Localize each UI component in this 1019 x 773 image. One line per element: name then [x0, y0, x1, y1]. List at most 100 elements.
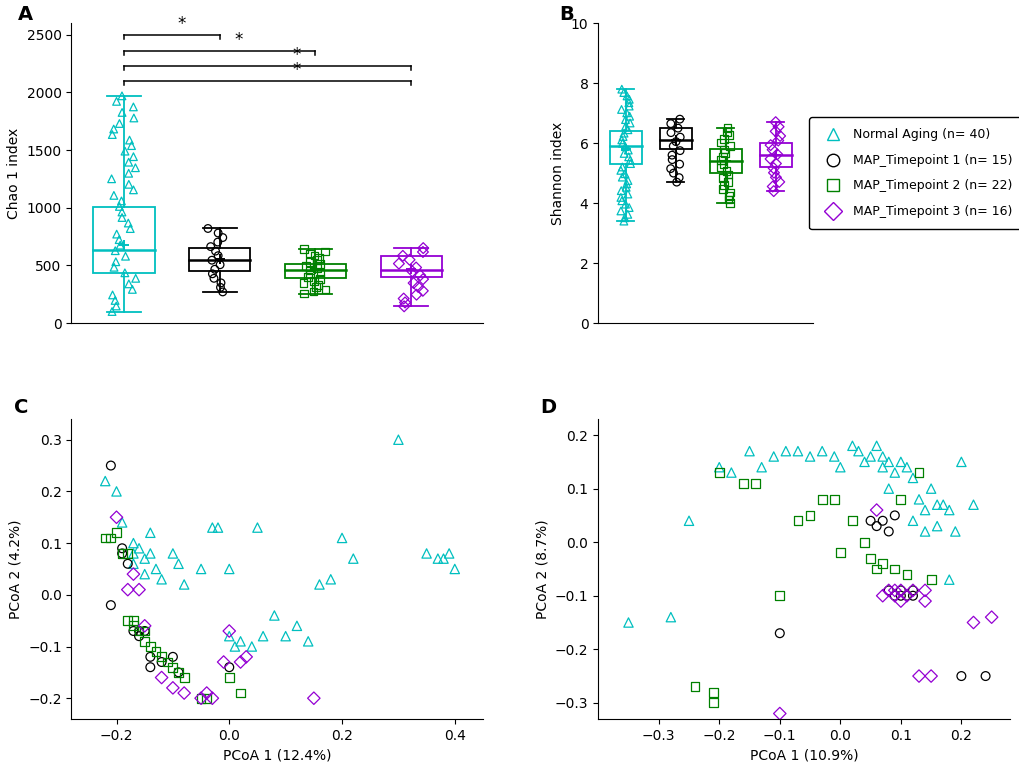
Point — [662, 117, 679, 130]
Point — [204, 522, 220, 534]
Point — [862, 451, 878, 463]
Point — [710, 461, 727, 473]
Point — [747, 477, 763, 489]
Point — [771, 707, 788, 720]
Point — [886, 590, 902, 602]
Point — [111, 200, 127, 213]
Text: C: C — [14, 398, 29, 417]
Point — [620, 144, 636, 156]
Point — [663, 154, 680, 166]
Point — [873, 451, 890, 463]
Point — [904, 584, 920, 597]
Bar — [759, 143, 791, 167]
Point — [714, 151, 731, 163]
Point — [910, 493, 926, 506]
Point — [620, 616, 636, 628]
Point — [159, 656, 175, 668]
Point — [717, 165, 734, 177]
Point — [111, 233, 127, 246]
Point — [867, 563, 883, 575]
Point — [622, 117, 638, 129]
Point — [771, 130, 788, 142]
Point — [619, 90, 635, 102]
Y-axis label: Chao 1 index: Chao 1 index — [7, 128, 21, 219]
Point — [317, 245, 333, 257]
Point — [415, 246, 431, 258]
Point — [832, 461, 848, 473]
Point — [193, 692, 209, 704]
Point — [108, 485, 124, 498]
Point — [765, 451, 782, 463]
Point — [904, 472, 920, 484]
Point — [121, 134, 138, 146]
Point — [613, 137, 630, 149]
Point — [288, 620, 305, 632]
Point — [765, 185, 782, 197]
Text: D: D — [540, 398, 556, 417]
Point — [114, 211, 130, 223]
Point — [117, 145, 133, 158]
Point — [856, 455, 872, 468]
Point — [401, 254, 418, 266]
Point — [266, 609, 282, 621]
Point — [164, 651, 180, 663]
Legend: Normal Aging (n= 40), MAP_Timepoint 1 (n= 15), MAP_Timepoint 2 (n= 22), MAP_Time: Normal Aging (n= 40), MAP_Timepoint 1 (n… — [808, 117, 1019, 229]
Point — [766, 116, 783, 128]
Point — [300, 635, 316, 648]
Point — [714, 182, 731, 195]
Point — [941, 504, 957, 516]
Point — [429, 553, 445, 565]
Point — [621, 100, 637, 112]
Point — [114, 547, 130, 560]
Point — [142, 661, 158, 673]
Point — [123, 139, 140, 152]
Point — [612, 205, 629, 217]
Point — [296, 277, 312, 289]
Text: A: A — [18, 5, 33, 24]
Point — [108, 300, 124, 312]
Point — [120, 167, 137, 179]
Point — [789, 515, 805, 527]
Point — [898, 568, 914, 581]
Point — [704, 686, 720, 698]
Point — [892, 455, 908, 468]
Point — [789, 445, 805, 458]
Point — [415, 273, 431, 285]
Point — [753, 461, 769, 473]
Point — [176, 578, 193, 591]
Point — [904, 515, 920, 527]
Point — [667, 135, 684, 148]
Point — [406, 277, 422, 289]
Bar — [380, 256, 441, 277]
Point — [120, 178, 137, 190]
Point — [114, 516, 130, 529]
Point — [142, 526, 158, 539]
Point — [105, 123, 121, 135]
Point — [622, 158, 638, 170]
Point — [813, 493, 829, 506]
Point — [721, 186, 738, 199]
Point — [108, 526, 124, 539]
Point — [873, 515, 890, 527]
Point — [111, 117, 127, 130]
Point — [312, 267, 328, 279]
Point — [298, 260, 314, 272]
Point — [221, 563, 237, 575]
Point — [170, 666, 186, 679]
Point — [715, 133, 732, 145]
Point — [671, 172, 687, 184]
Point — [130, 584, 147, 596]
Point — [221, 661, 237, 673]
Point — [681, 515, 697, 527]
Text: *: * — [291, 46, 301, 64]
Point — [719, 169, 736, 181]
Point — [718, 125, 735, 138]
Point — [107, 244, 123, 257]
Point — [108, 256, 124, 268]
Point — [137, 620, 153, 632]
Point — [856, 536, 872, 548]
Point — [764, 162, 781, 175]
Point — [244, 640, 260, 652]
Point — [306, 692, 322, 704]
Point — [715, 179, 732, 192]
